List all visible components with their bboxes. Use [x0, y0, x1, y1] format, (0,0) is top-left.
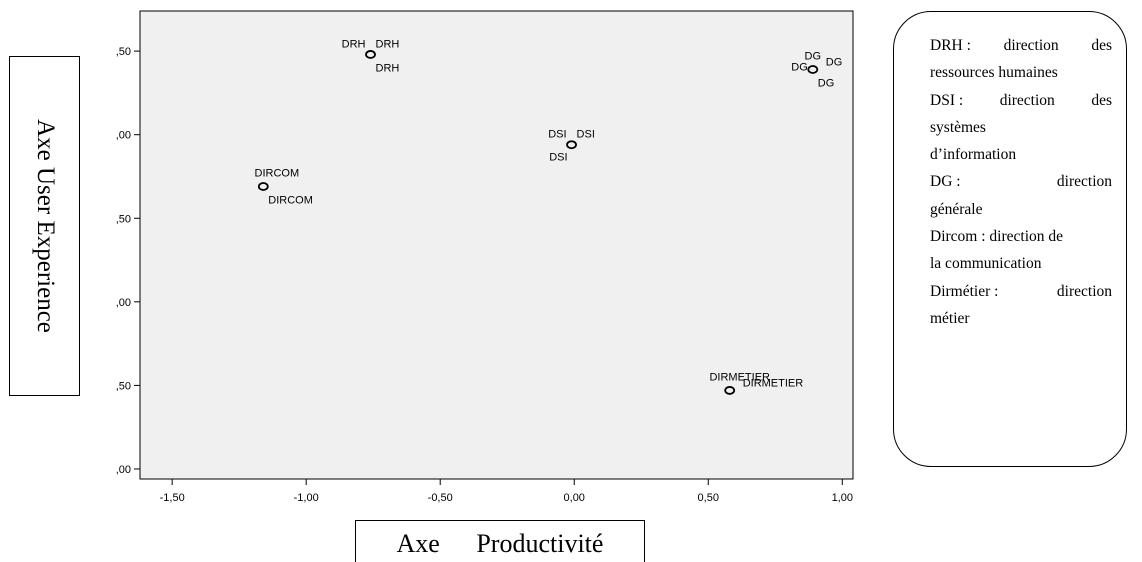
- data-point-label: DRH: [376, 62, 400, 74]
- y-tick-label: ,00: [116, 130, 131, 142]
- legend-text: des: [1091, 37, 1112, 54]
- x-tick-label: 0,00: [564, 492, 585, 504]
- data-point-marker: [807, 65, 819, 74]
- x-axis-title: Axe Productivité: [396, 529, 604, 558]
- legend-text: DRH :: [930, 37, 971, 54]
- legend-text: générale: [930, 200, 983, 218]
- data-point-label: DSI: [548, 129, 566, 141]
- legend-line: métier: [930, 305, 1112, 332]
- legend-text: ressources humaines: [930, 64, 1058, 82]
- legend-text: direction: [1056, 173, 1112, 191]
- y-axis: ,00,50,00,50,00,50,00: [116, 46, 140, 476]
- x-axis-title-box: Axe Productivité: [355, 520, 645, 562]
- y-axis-title-box: Axe User Experience: [9, 56, 80, 396]
- x-tick-label: -1,50: [160, 492, 185, 504]
- data-point-marker: [724, 386, 736, 395]
- legend-text: métier: [930, 309, 970, 327]
- legend-line: générale: [930, 196, 1112, 223]
- legend-line: d’information: [930, 141, 1112, 168]
- legend-text: direction: [1003, 37, 1059, 54]
- legend-line: ressources humaines: [930, 59, 1112, 86]
- data-point-label: DG: [826, 57, 843, 69]
- legend-text: direction: [999, 91, 1055, 109]
- data-point-label: DSI: [577, 129, 595, 141]
- legend-text: DG :: [930, 173, 961, 191]
- x-tick-label: -0,50: [428, 492, 453, 504]
- data-point-label: DG: [791, 62, 808, 74]
- legend-line: la communication: [930, 250, 1112, 277]
- x-axis: -1,50 -1,00 -0,50 0,00 0,50 1,00: [160, 479, 853, 504]
- x-tick-label: 0,50: [698, 492, 719, 504]
- legend-text: Dircom : direction de: [930, 228, 1063, 246]
- y-tick-label: ,50: [116, 46, 131, 58]
- data-point-label: DRH: [376, 38, 400, 50]
- legend-text: direction: [1056, 282, 1112, 300]
- legend-text: systèmes: [930, 118, 986, 136]
- data-point-label: DIRCOM: [255, 168, 300, 180]
- legend-text: des: [1091, 91, 1112, 109]
- data-point-label: DIRMETIER: [709, 371, 770, 383]
- data-point-label: DRH: [342, 38, 366, 50]
- data-point-label: DSI: [549, 152, 567, 164]
- y-tick-label: ,50: [116, 380, 131, 392]
- data-point-label: DG: [805, 51, 822, 63]
- plot-area: [139, 10, 854, 480]
- legend-box: DRH : direction des ressources humaines DSI …: [893, 11, 1127, 467]
- legend-text: DSI :: [930, 91, 964, 109]
- data-point-label: DG: [818, 78, 835, 90]
- x-tick-label: 1,00: [832, 492, 853, 504]
- legend-text: la communication: [930, 255, 1042, 273]
- data-point-marker: [365, 50, 376, 59]
- data-point-label: DIRMETIER: [743, 377, 804, 389]
- y-tick-label: ,00: [116, 464, 131, 476]
- y-tick-label: ,00: [116, 297, 131, 309]
- legend-line: DG : direction: [930, 168, 1112, 195]
- legend-line: DRH : direction des: [930, 32, 1112, 59]
- y-axis-title: Axe User Experience: [31, 119, 59, 333]
- legend-line: DSI : direction des: [930, 87, 1112, 114]
- legend-line: systèmes: [930, 114, 1112, 141]
- data-point-marker: [257, 182, 269, 191]
- legend-text: Dirmétier :: [930, 282, 999, 300]
- legend-line: Dirmétier : direction: [930, 278, 1112, 305]
- y-tick-label: ,50: [116, 213, 131, 225]
- legend-list: DRH : direction des ressources humaines DSI …: [930, 32, 1112, 332]
- legend-text: d’information: [930, 146, 1017, 164]
- x-tick-label: -1,00: [294, 492, 319, 504]
- legend-line: Dircom : direction de: [930, 223, 1112, 250]
- data-point-marker: [566, 140, 577, 150]
- data-point-label: DIRCOM: [268, 195, 313, 207]
